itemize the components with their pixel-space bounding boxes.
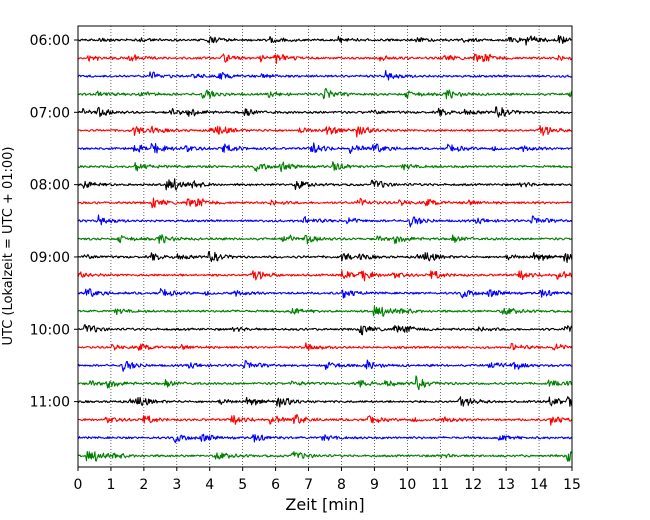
x-axis-label: Zeit [min]	[285, 495, 364, 514]
x-tick-label-13: 13	[497, 477, 515, 493]
y-tick-label-09:00: 09:00	[30, 250, 70, 266]
trace-7	[77, 142, 573, 154]
trace-5	[77, 106, 573, 118]
trace-1	[78, 34, 573, 46]
trace-2	[77, 53, 573, 64]
x-tick-label-3: 3	[172, 477, 181, 493]
trace-20	[77, 375, 573, 391]
trace-9	[77, 178, 573, 191]
trace-10	[77, 197, 573, 209]
y-axis: 06:00 07:00 08:00 09:00 10:00 11:00	[30, 33, 78, 411]
trace-6	[77, 125, 573, 138]
trace-23	[77, 433, 573, 444]
trace-16	[77, 306, 573, 317]
trace-15	[77, 288, 573, 299]
trace-17	[77, 324, 573, 336]
trace-21	[77, 396, 573, 408]
trace-13	[78, 251, 573, 263]
x-tick-label-4: 4	[205, 477, 214, 493]
x-tick-label-1: 1	[106, 477, 115, 493]
x-tick-label-5: 5	[238, 477, 247, 493]
y-tick-label-08:00: 08:00	[30, 178, 70, 194]
x-axis: 0 1 2 3 4 5 6 7 8 9 10 11 12 13 14 15	[74, 467, 581, 493]
trace-3	[77, 69, 573, 81]
trace-4	[77, 87, 573, 100]
x-tick-label-8: 8	[337, 477, 346, 493]
trace-18	[77, 342, 573, 351]
trace-11	[77, 214, 573, 228]
y-tick-label-07:00: 07:00	[30, 105, 70, 121]
trace-14	[77, 269, 573, 282]
x-tick-label-15: 15	[563, 477, 581, 493]
trace-22	[77, 413, 573, 426]
x-tick-label-12: 12	[464, 477, 482, 493]
y-tick-label-06:00: 06:00	[30, 33, 70, 49]
trace-12	[77, 234, 573, 245]
plot-frame	[77, 25, 573, 468]
traces	[77, 34, 573, 462]
x-tick-label-0: 0	[74, 477, 83, 493]
y-tick-label-11:00: 11:00	[30, 395, 70, 411]
trace-24	[77, 450, 573, 462]
trace-8	[77, 161, 573, 173]
x-tick-label-7: 7	[304, 477, 313, 493]
x-tick-label-9: 9	[370, 477, 379, 493]
x-tick-label-14: 14	[530, 477, 548, 493]
x-tick-label-11: 11	[431, 477, 449, 493]
plot-background	[78, 26, 572, 467]
y-tick-label-10:00: 10:00	[30, 322, 70, 338]
x-tick-label-2: 2	[139, 477, 148, 493]
x-tick-label-6: 6	[271, 477, 280, 493]
x-tick-label-10: 10	[398, 477, 416, 493]
y-axis-label: UTC (Lokalzeit = UTC + 01:00)	[1, 147, 16, 346]
trace-19	[77, 359, 573, 372]
